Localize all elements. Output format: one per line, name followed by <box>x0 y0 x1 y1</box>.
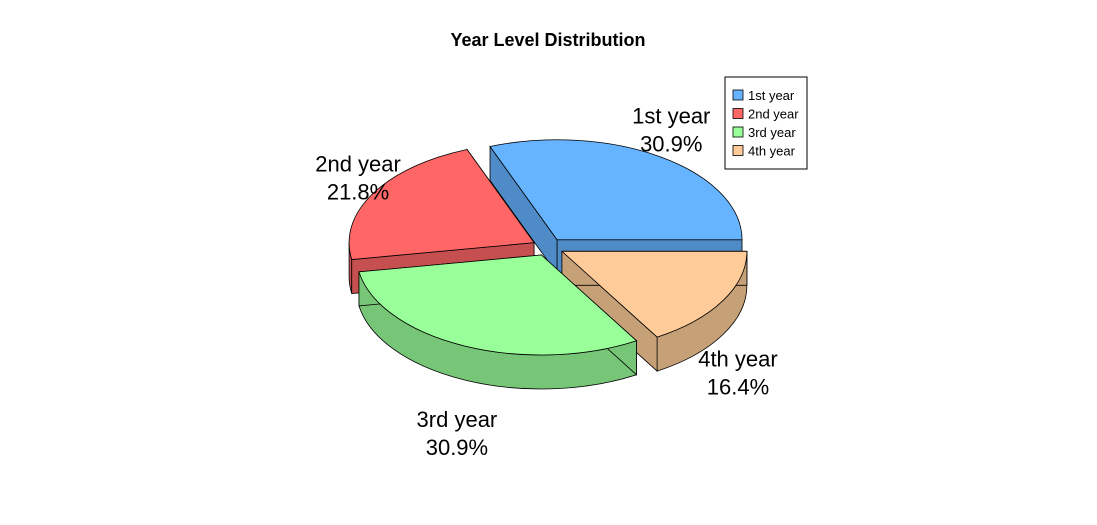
pie-slice-top-1st-year <box>489 139 743 241</box>
legend-label-1st-year: 1st year <box>748 88 795 103</box>
legend-swatch-1st-year <box>732 89 744 101</box>
pie-slice-top-4th-year <box>560 250 748 338</box>
slice-percent-1st-year: 30.9% <box>640 131 702 156</box>
pie-slices <box>348 139 748 390</box>
legend-label-2nd-year: 2nd year <box>748 107 799 122</box>
slice-label-1st-year: 1st year <box>632 103 710 128</box>
legend-swatch-3rd-year <box>732 126 744 138</box>
chart-title: Year Level Distribution <box>450 30 645 50</box>
slice-label-3rd-year: 3rd year <box>417 407 498 432</box>
slice-label-4th-year: 4th year <box>698 346 778 371</box>
pie-slice-3rd-year <box>358 254 638 390</box>
slice-labels: 1st year 30.9% 2nd year 21.8% 3rd year 30.9% 4… <box>315 103 777 459</box>
pie-slice-top-3rd-year <box>358 254 638 356</box>
legend-label-4th-year: 4th year <box>748 144 796 159</box>
legend-swatch-2nd-year <box>732 108 744 119</box>
legend: 1st year 2nd year 3rd year 4th year <box>724 76 808 170</box>
legend-swatch-4th-year <box>732 145 744 156</box>
slice-percent-3rd-year: 30.9% <box>426 435 488 460</box>
legend-label-3rd-year: 3rd year <box>748 125 796 140</box>
slice-percent-4th-year: 16.4% <box>707 374 769 399</box>
slice-percent-2nd-year: 21.8% <box>327 180 389 205</box>
slice-label-2nd-year: 2nd year <box>315 152 401 177</box>
pie-slice-top-2nd-year <box>348 149 535 260</box>
